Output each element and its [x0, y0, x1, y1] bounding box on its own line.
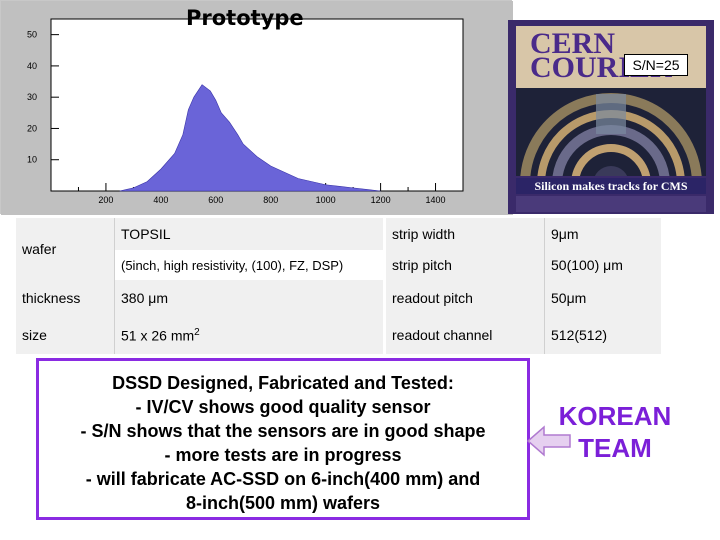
thickness-label: thickness — [16, 280, 115, 316]
desc-line-3: - S/N shows that the sensors are in good… — [80, 421, 486, 441]
size-cell: 51 x 26 mm2 — [114, 316, 385, 354]
desc-line-2: - IV/CV shows good quality sensor — [135, 397, 431, 417]
x-tick-label: 1400 — [426, 195, 446, 205]
histogram-area — [119, 84, 381, 192]
cover-photo — [516, 88, 706, 176]
p-side-label: P-side — [371, 17, 411, 33]
desc-line-1: DSSD Designed, Fabricated and Tested: — [112, 373, 454, 393]
sn-ratio-label: S/N=25 — [624, 54, 688, 76]
readout-channel-value: 512(512) — [544, 316, 661, 354]
wafer-name: TOPSIL — [114, 218, 385, 250]
cern-courier-cover: CERN COURIER Silicon makes tracks for CM… — [508, 20, 714, 214]
cover-footer — [516, 196, 706, 212]
readout-channel-label: readout channel — [383, 316, 545, 354]
strip-pitch-value: 50(100) μm — [544, 250, 661, 280]
x-tick-label: 1200 — [371, 195, 391, 205]
thickness-value: 380 μm — [114, 280, 385, 316]
y-tick-label: 50 — [27, 30, 37, 40]
n-side-label: N-side — [111, 19, 152, 35]
desc-line-6: 8-inch(500 mm) wafers — [185, 493, 381, 513]
korean-team-label: KOREAN TEAM — [550, 400, 680, 464]
size-value: 51 x 26 mm — [121, 327, 195, 344]
size-exponent: 2 — [194, 326, 200, 338]
readout-pitch-value: 50μm — [544, 280, 661, 316]
y-tick-label: 10 — [27, 155, 37, 165]
desc-line-5: - will fabricate AC-SSD on 6-inch(400 mm… — [85, 469, 481, 489]
cover-title-line1: CERN — [530, 27, 616, 60]
size-label: size — [16, 316, 115, 354]
y-tick-label: 20 — [27, 123, 37, 133]
team-line-1: KOREAN — [558, 401, 672, 431]
x-tick-label: 600 — [208, 195, 223, 205]
x-tick-label: 200 — [98, 195, 113, 205]
y-tick-label: 30 — [27, 92, 37, 102]
left-arrow-icon — [526, 425, 571, 457]
detector-image — [516, 88, 706, 176]
wafer-detail: (5inch, high resistivity, (100), FZ, DSP… — [114, 250, 385, 280]
x-tick-label: 1000 — [316, 195, 336, 205]
sensor-spec-table: wafer TOPSIL strip width 9μm (5inch, hig… — [16, 218, 661, 354]
strip-pitch-label: strip pitch — [383, 250, 545, 280]
desc-line-4: - more tests are in progress — [164, 445, 402, 465]
strip-width-label: strip width — [383, 218, 545, 250]
team-line-2: TEAM — [578, 433, 652, 463]
readout-pitch-label: readout pitch — [383, 280, 545, 316]
y-axis-ticks: 50 40 30 20 10 — [27, 30, 59, 165]
cover-caption: Silicon makes tracks for CMS — [516, 178, 706, 194]
cover-masthead: CERN COURIER — [516, 26, 706, 88]
y-tick-label: 40 — [27, 61, 37, 71]
histogram-panel: 50 40 30 20 10 200 400 600 800 1000 1200 1400 N-si… — [0, 0, 513, 215]
wafer-label: wafer — [16, 218, 115, 280]
strip-width-value: 9μm — [544, 218, 661, 250]
x-tick-label: 400 — [153, 195, 168, 205]
histogram-chart: 50 40 30 20 10 200 400 600 800 1000 1200 1400 — [1, 1, 513, 215]
status-description-box: DSSD Designed, Fabricated and Tested: - … — [36, 358, 530, 520]
x-tick-label: 800 — [263, 195, 278, 205]
prototype-title: Prototype — [186, 6, 304, 30]
